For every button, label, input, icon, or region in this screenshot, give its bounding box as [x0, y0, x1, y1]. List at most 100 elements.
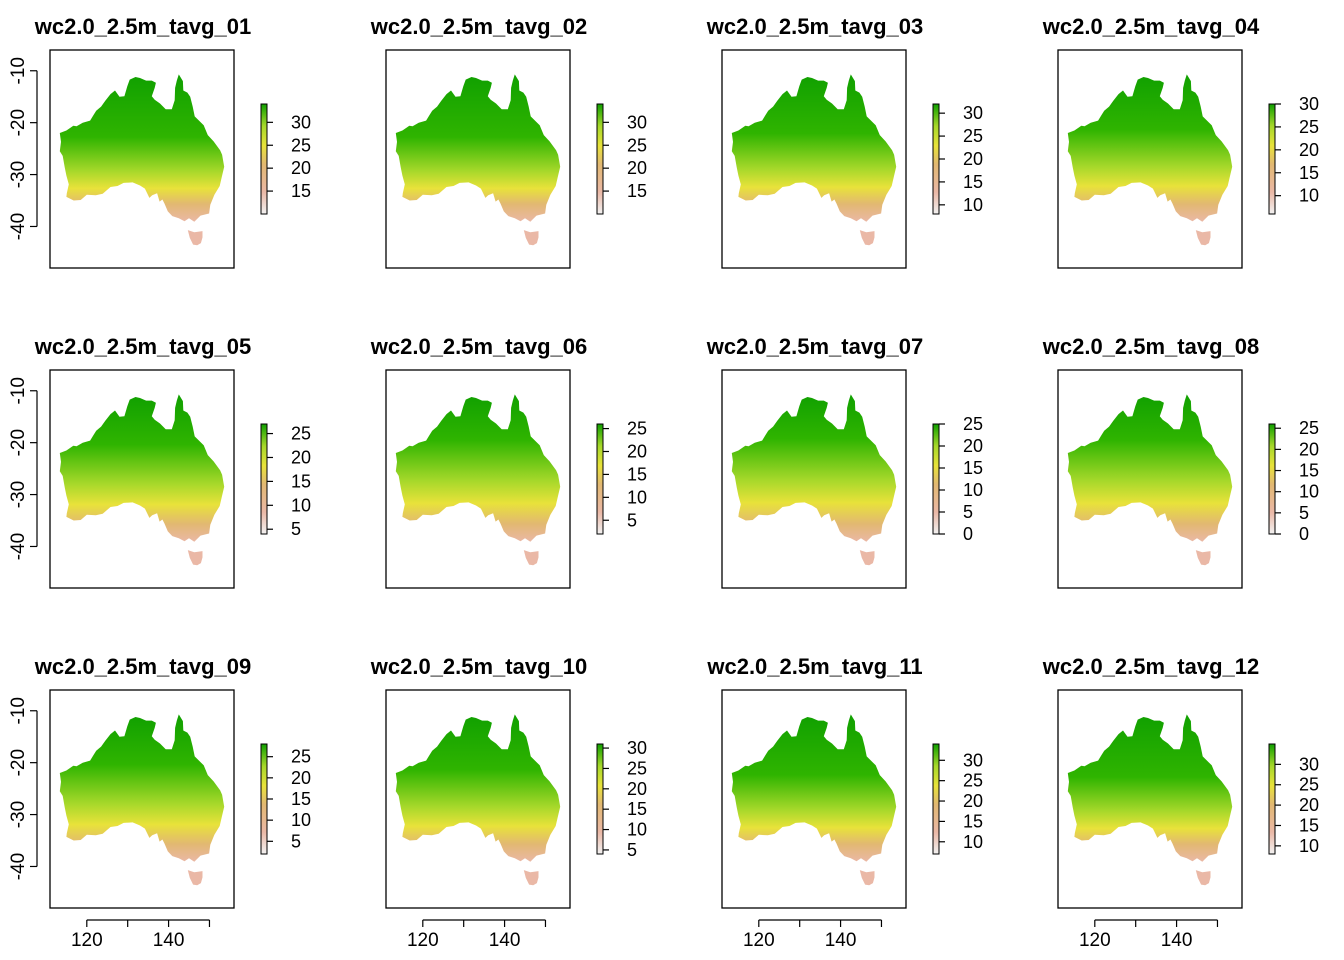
panel-title: wc2.0_2.5m_tavg_10 [370, 654, 588, 679]
plot-frame [721, 369, 907, 589]
map-panel: wc2.0_2.5m_tavg_04 10 15 20 25 30 [1008, 0, 1344, 320]
legend-tick-label: 10 [1299, 836, 1319, 856]
tasmania-raster [187, 230, 203, 246]
legend-tick-label: 30 [627, 738, 647, 758]
panel-title: wc2.0_2.5m_tavg_03 [706, 14, 924, 39]
australia-mainland-raster [395, 714, 561, 862]
tasmania-raster [859, 870, 875, 886]
x-tick-label: 120 [743, 930, 775, 951]
australia-mainland-raster [731, 74, 897, 222]
y-tick-label: -10 [8, 377, 29, 404]
legend-tick-label: 10 [1299, 186, 1319, 206]
map-panel: wc2.0_2.5m_tavg_10 120 140 5 10 15 20 25 30 [336, 640, 672, 960]
plot-frame [1057, 49, 1243, 269]
legend-color-bar [1268, 423, 1276, 535]
map-panel: wc2.0_2.5m_tavg_09 -10 -20 -30 -40 120 140 5 10 1… [0, 640, 336, 960]
legend-tick-label: 15 [291, 181, 311, 201]
x-tick-label: 120 [407, 930, 439, 951]
plot-frame [1057, 689, 1243, 909]
legend-color-bar [260, 103, 268, 215]
legend-tick-label: 15 [1299, 163, 1319, 183]
plot-frame [49, 49, 235, 269]
legend-tick-label: 20 [627, 158, 647, 178]
legend-tick-label: 20 [627, 442, 647, 462]
legend-tick-label: 25 [1299, 418, 1319, 438]
tasmania-raster [1195, 550, 1211, 566]
legend-color-bar [932, 423, 940, 535]
y-tick-label: -30 [8, 801, 29, 828]
australia-mainland-raster [731, 394, 897, 542]
tasmania-raster [523, 230, 539, 246]
x-tick-label: 120 [1079, 930, 1111, 951]
legend-tick-label: 10 [963, 195, 983, 215]
legend-tick-label: 30 [627, 112, 647, 132]
legend-tick-label: 30 [291, 112, 311, 132]
legend-color-bar [932, 743, 940, 855]
x-tick-label: 140 [1161, 930, 1193, 951]
tasmania-raster [859, 550, 875, 566]
map-panel: wc2.0_2.5m_tavg_03 10 15 20 25 30 [672, 0, 1008, 320]
legend-tick-label: 20 [1299, 795, 1319, 815]
legend-tick-label: 10 [1299, 482, 1319, 502]
legend-tick-label: 25 [627, 758, 647, 778]
legend-tick-label: 10 [963, 832, 983, 852]
panel-title: wc2.0_2.5m_tavg_07 [706, 334, 924, 359]
tasmania-raster [523, 550, 539, 566]
x-tick-label: 120 [71, 930, 103, 951]
legend-color-bar [260, 423, 268, 535]
y-tick-label: -40 [8, 213, 29, 240]
tasmania-raster [859, 230, 875, 246]
plot-frame [49, 689, 235, 909]
y-tick-label: -20 [8, 109, 29, 136]
tasmania-raster [187, 870, 203, 886]
legend-tick-label: 25 [627, 135, 647, 155]
legend-tick-label: 30 [963, 750, 983, 770]
map-svg: wc2.0_2.5m_tavg_05-10 -20 -30 -40 5 10 15 20 25 [8, 334, 311, 589]
legend-tick-label: 10 [963, 480, 983, 500]
map-svg: wc2.0_2.5m_tavg_02 15 20 25 30 [370, 14, 647, 269]
legend-tick-label: 15 [1299, 461, 1319, 481]
legend-tick-label: 25 [291, 424, 311, 444]
y-tick-label: -20 [8, 429, 29, 456]
y-tick-label: -40 [8, 533, 29, 560]
australia-mainland-raster [1067, 714, 1233, 862]
map-panel: wc2.0_2.5m_tavg_06 5 10 15 20 25 [336, 320, 672, 640]
legend-color-bar [260, 743, 268, 855]
legend-color-bar [596, 423, 604, 535]
legend-tick-label: 25 [291, 747, 311, 767]
legend-tick-label: 20 [963, 436, 983, 456]
legend-tick-label: 25 [627, 419, 647, 439]
legend-tick-label: 15 [627, 181, 647, 201]
panel-title: wc2.0_2.5m_tavg_08 [1042, 334, 1260, 359]
map-panel: wc2.0_2.5m_tavg_07 0 5 10 15 20 25 [672, 320, 1008, 640]
legend-tick-label: 30 [1299, 94, 1319, 114]
map-panel: wc2.0_2.5m_tavg_02 15 20 25 30 [336, 0, 672, 320]
legend-tick-label: 25 [1299, 117, 1319, 137]
plot-frame [385, 369, 571, 589]
legend-color-bar [1268, 103, 1276, 215]
plot-frame [49, 369, 235, 589]
map-panel: wc2.0_2.5m_tavg_01 -10 -20 -30 -40 15 20 25 30 [0, 0, 336, 320]
legend-tick-label: 5 [963, 502, 973, 522]
legend-tick-label: 20 [1299, 439, 1319, 459]
legend-tick-label: 5 [1299, 503, 1309, 523]
legend-tick-label: 15 [291, 471, 311, 491]
legend-tick-label: 25 [963, 126, 983, 146]
panel-title: wc2.0_2.5m_tavg_05 [34, 334, 252, 359]
legend-color-bar [596, 743, 604, 855]
legend-tick-label: 15 [627, 464, 647, 484]
legend-tick-label: 30 [963, 103, 983, 123]
legend-color-bar [596, 103, 604, 215]
legend-tick-label: 15 [963, 458, 983, 478]
panel-title: wc2.0_2.5m_tavg_09 [34, 654, 252, 679]
map-svg: wc2.0_2.5m_tavg_04 10 15 20 25 30 [1042, 14, 1319, 269]
panel-title: wc2.0_2.5m_tavg_06 [370, 334, 588, 359]
tasmania-raster [187, 550, 203, 566]
y-tick-label: -40 [8, 853, 29, 880]
map-svg: wc2.0_2.5m_tavg_09-10 -20 -30 -40 120 140 5101… [8, 654, 311, 951]
y-tick-label: -10 [8, 57, 29, 84]
map-panel: wc2.0_2.5m_tavg_11 120 140 10 15 20 25 30 [672, 640, 1008, 960]
plot-frame [721, 689, 907, 909]
panel-title: wc2.0_2.5m_tavg_11 [706, 654, 922, 679]
